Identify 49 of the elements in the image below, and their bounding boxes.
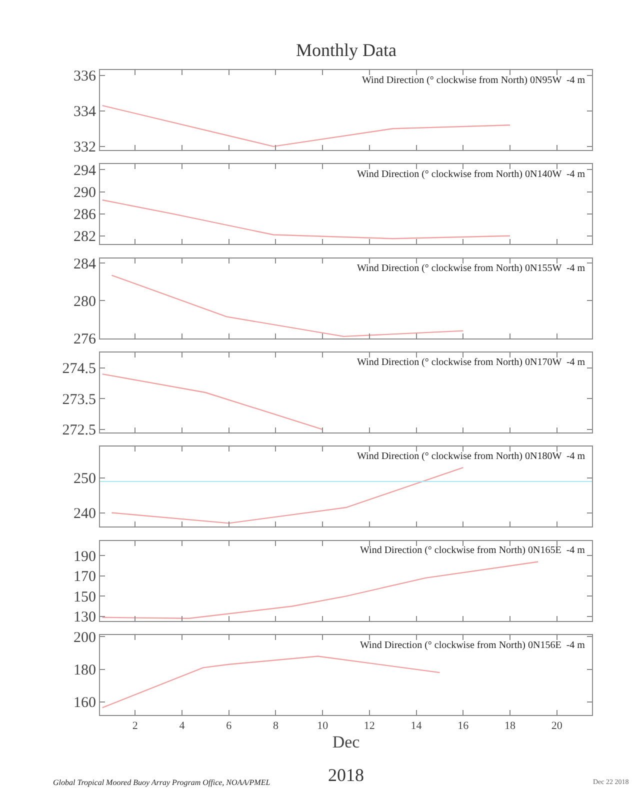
y-tick-label: 286 <box>74 207 96 224</box>
y-tick-label: 190 <box>74 548 96 565</box>
x-tick-label: 4 <box>179 720 186 732</box>
y-tick-label: 250 <box>74 471 96 488</box>
y-tick-label: 200 <box>74 630 96 646</box>
text: Wind Direction (° clockwise from North) 0N140W -4 m <box>357 169 586 180</box>
x-tick-label: 14 <box>410 720 422 732</box>
y-tick-label: 180 <box>74 662 96 679</box>
y-tick-label: 130 <box>74 610 96 626</box>
text: Wind Direction (° clockwise from North) 0N95W -4 m <box>362 75 586 86</box>
chart-title: Monthly Data <box>296 40 396 60</box>
y-tick-label: 332 <box>74 140 96 156</box>
y-tick-label: 294 <box>74 162 96 179</box>
y-tick-label: 274.5 <box>62 361 96 378</box>
chart-subtitle: Wind Direction (° clockwise from North) 0N165E -4 m <box>360 545 586 556</box>
text: Global Tropical Moored Buoy Array Program Office, NOAA/PMEL <box>53 778 271 787</box>
y-tick-label: 280 <box>74 294 96 310</box>
y-tick-label: 150 <box>74 589 96 606</box>
y-tick-label: 282 <box>74 229 96 246</box>
y-tick-label: 240 <box>74 506 96 522</box>
text: Wind Direction (° clockwise from North) 0N155W -4 m <box>357 263 586 274</box>
line-series <box>111 466 464 524</box>
x-tick-label: 18 <box>504 720 516 732</box>
line-series <box>102 199 511 240</box>
text: Wind Direction (° clockwise from North) 0N156E -4 m <box>360 640 586 651</box>
line-series <box>102 104 511 148</box>
y-tick-label: 290 <box>74 185 96 201</box>
y-tick-label: 276 <box>74 332 96 348</box>
y-tick-label: 284 <box>74 256 96 272</box>
y-tick-label: 170 <box>74 569 96 586</box>
y-tick-label: 160 <box>74 695 96 712</box>
x-tick-label: 8 <box>272 720 279 732</box>
chart-subtitle: Wind Direction (° clockwise from North) 0N180W -4 m <box>357 451 586 462</box>
y-tick-label: 272.5 <box>62 422 96 439</box>
x-axis-title: Dec <box>332 732 360 752</box>
x-tick-label: 2 <box>132 720 138 732</box>
x-tick-label: 12 <box>364 720 375 732</box>
line-series <box>102 561 539 619</box>
y-tick-label: 336 <box>74 68 96 85</box>
x-tick-label: 6 <box>226 720 232 732</box>
x-tick-label: 20 <box>551 720 563 732</box>
x-tick-label: 10 <box>317 720 329 732</box>
chart-subtitle: Wind Direction (° clockwise from North) 0N170W -4 m <box>357 357 586 368</box>
line-series <box>111 274 464 338</box>
line-series <box>102 656 440 708</box>
y-tick-label: 273.5 <box>62 392 96 408</box>
y-tick-label: 334 <box>74 104 96 120</box>
text: 2018 <box>328 765 364 785</box>
x-tick-label: 16 <box>458 720 470 732</box>
